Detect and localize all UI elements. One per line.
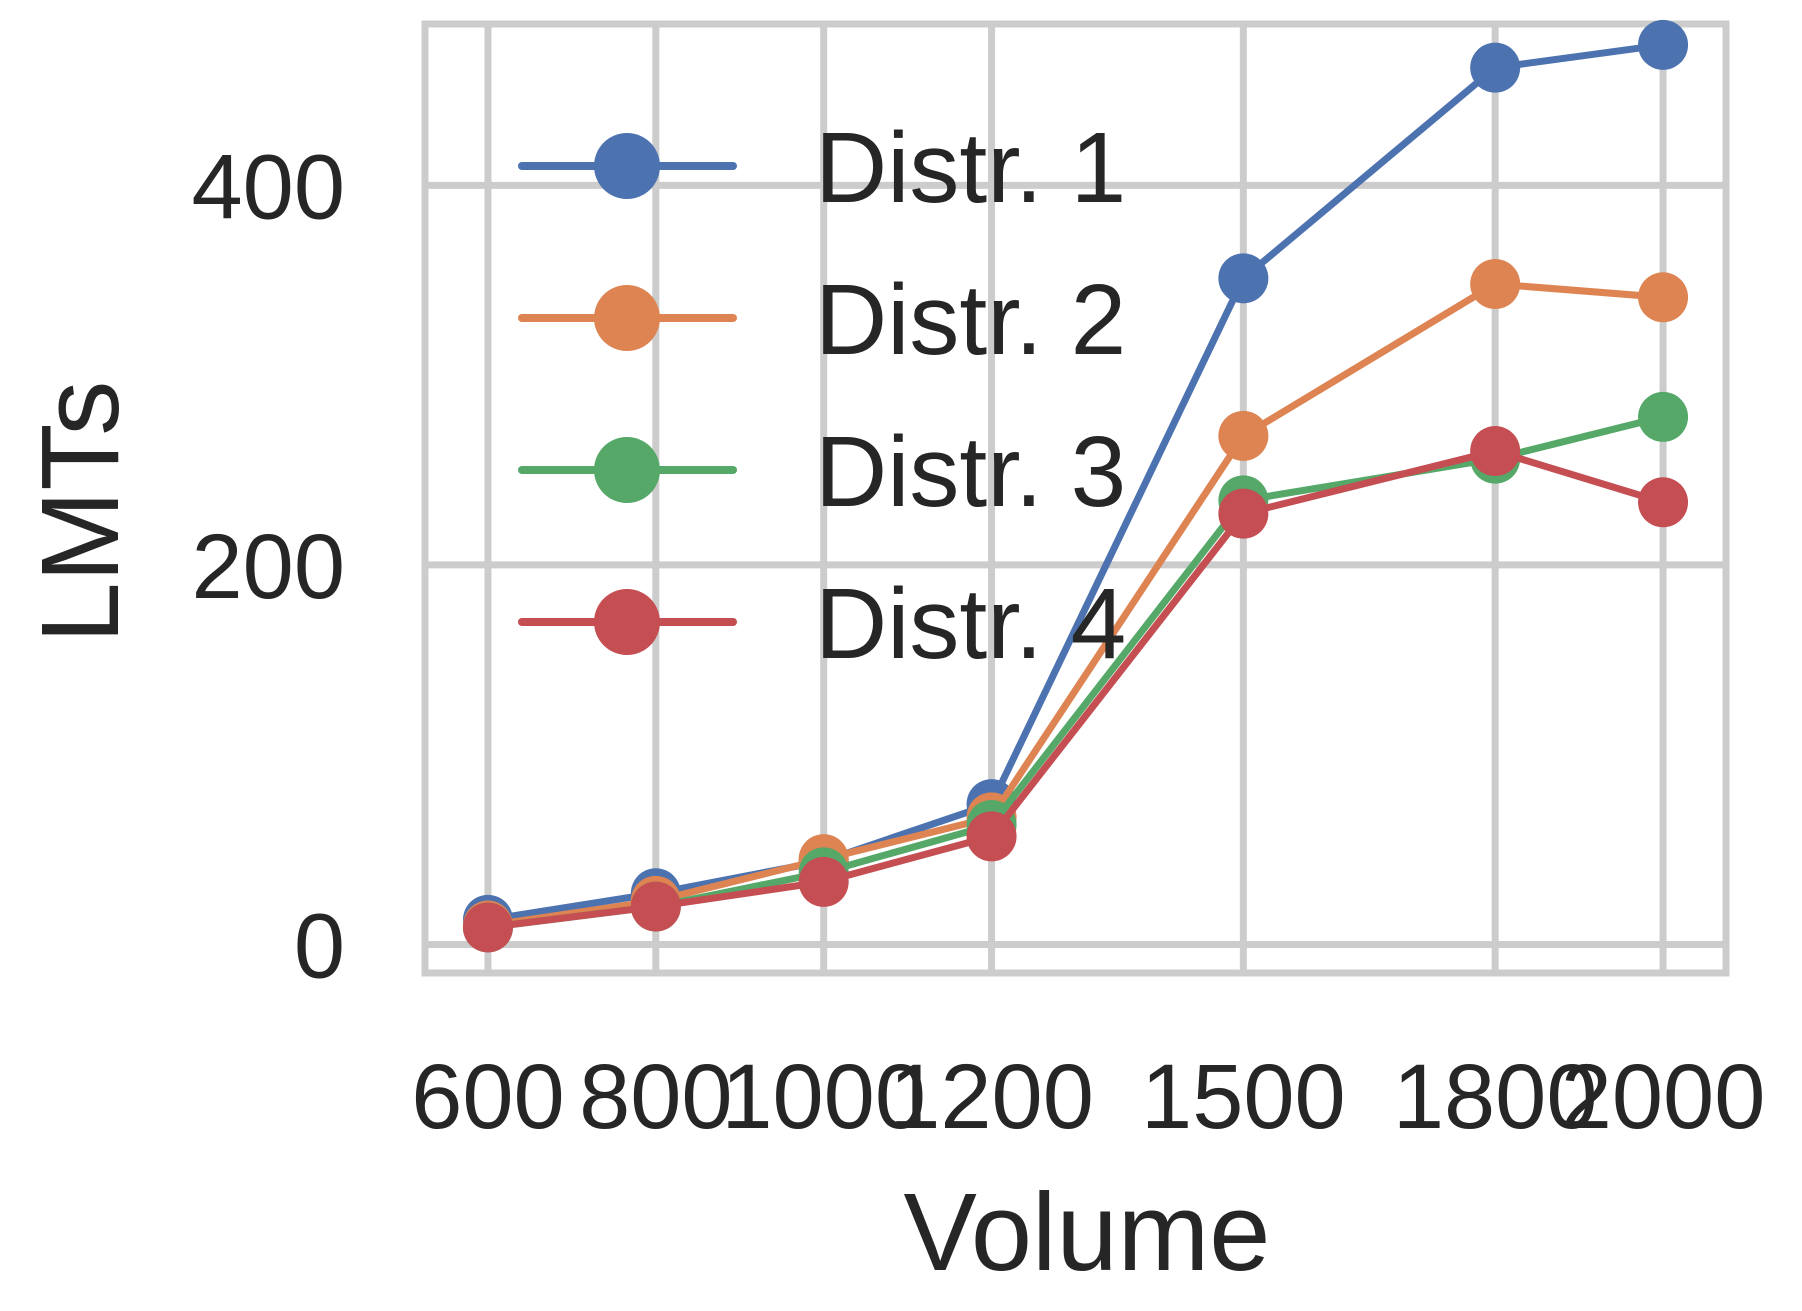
data-point <box>1638 19 1689 70</box>
x-axis-title: Volume <box>904 1171 1271 1294</box>
y-tick-labels: 0 200 400 <box>192 136 346 997</box>
legend-item: Distr. 3 <box>518 416 1126 528</box>
legend: Distr. 1 Distr. 2 Distr. 3 Distr. 4 <box>518 112 1126 680</box>
x-tick-label: 1000 <box>721 1046 926 1148</box>
series-layer <box>462 19 1689 953</box>
data-point <box>1638 272 1689 323</box>
data-point <box>630 881 681 932</box>
x-tick-label: 2000 <box>1561 1046 1766 1148</box>
grid-lines <box>425 24 1726 973</box>
data-point <box>966 811 1017 862</box>
legend-label: Distr. 4 <box>815 568 1126 680</box>
x-tick-label: 1800 <box>1393 1046 1598 1148</box>
plot-frame <box>421 20 1730 977</box>
legend-marker <box>594 285 660 351</box>
legend-item: Distr. 1 <box>518 112 1126 224</box>
data-point <box>1218 488 1269 539</box>
series-group <box>462 426 1689 953</box>
data-point <box>798 856 849 907</box>
legend-label: Distr. 3 <box>815 416 1126 528</box>
legend-marker <box>594 437 660 503</box>
legend-marker <box>594 133 660 199</box>
data-point <box>1638 391 1689 442</box>
data-point <box>1470 426 1521 477</box>
data-point <box>1470 42 1521 93</box>
legend-item: Distr. 4 <box>518 568 1126 680</box>
legend-label: Distr. 1 <box>815 112 1126 224</box>
y-axis-title: LMTs <box>19 381 142 644</box>
legend-label: Distr. 2 <box>815 264 1126 376</box>
data-point <box>462 902 513 953</box>
x-tick-label: 1500 <box>1141 1046 1346 1148</box>
x-tick-label: 600 <box>411 1046 565 1148</box>
legend-marker <box>594 589 660 655</box>
x-tick-label: 1200 <box>889 1046 1094 1148</box>
data-point <box>1470 259 1521 310</box>
data-point <box>1218 253 1269 304</box>
y-tick-label: 400 <box>192 136 346 238</box>
legend-item: Distr. 2 <box>518 264 1126 376</box>
y-tick-label: 0 <box>294 896 345 998</box>
data-point <box>1218 410 1269 461</box>
data-point <box>1638 477 1689 528</box>
y-tick-label: 200 <box>192 516 346 618</box>
x-tick-label: 800 <box>579 1046 733 1148</box>
